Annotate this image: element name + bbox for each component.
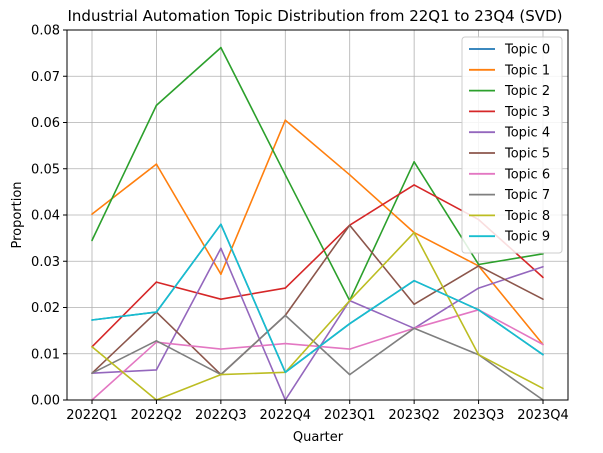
x-tick-label: 2022Q1: [66, 408, 118, 423]
data-point-topic-1: [348, 173, 351, 176]
data-point-topic-5: [477, 265, 480, 267]
y-tick-label: 0.04: [31, 209, 60, 224]
data-point-topic-2: [284, 173, 287, 176]
legend-label: Topic 4: [504, 126, 550, 141]
data-point-topic-9: [542, 353, 544, 356]
y-tick-label: 0.01: [31, 347, 60, 362]
x-axis-label: Quarter: [293, 430, 344, 445]
y-tick-label: 0.03: [31, 255, 60, 270]
legend-label: Topic 1: [504, 63, 550, 78]
data-point-topic-6: [542, 343, 544, 346]
y-tick-label: 0.05: [31, 162, 60, 177]
data-point-topic-4: [477, 287, 480, 289]
data-point-topic-1: [91, 213, 93, 215]
data-point-topic-7: [91, 372, 93, 374]
legend-label: Topic 7: [504, 188, 550, 203]
data-point-topic-3: [220, 298, 222, 300]
y-axis-ticks: 0.00 0.01 0.02 0.03 0.04 0.05 0.06 0.07 0.08: [31, 24, 67, 409]
data-point-topic-7: [348, 373, 351, 376]
series-line-topic-1: [91, 119, 544, 346]
data-point-topic-8: [413, 231, 415, 234]
x-tick-label: 2023Q1: [324, 408, 376, 423]
data-point-topic-2: [155, 104, 158, 107]
legend: Topic 0 Topic 1 Topic 2 Topic 3 Topic 4 Topic…: [461, 36, 563, 254]
data-point-topic-1: [284, 119, 287, 121]
data-point-topic-8: [477, 353, 480, 356]
data-point-topic-2: [413, 161, 415, 163]
data-point-topic-1: [220, 273, 222, 276]
data-point-topic-4: [220, 247, 222, 250]
data-point-topic-5: [413, 303, 415, 306]
chart-title: Industrial Automation Topic Distribution…: [68, 7, 563, 25]
series-line-topic-8: [91, 231, 544, 401]
data-point-topic-9: [220, 223, 222, 226]
y-tick-label: 0.02: [31, 301, 60, 316]
legend-label: Topic 3: [504, 105, 550, 120]
data-point-topic-9: [348, 322, 351, 325]
legend-label: Topic 8: [504, 209, 550, 224]
data-point-topic-2: [91, 239, 93, 242]
series-line-topic-5: [91, 224, 544, 376]
x-tick-label: 2023Q3: [453, 408, 505, 423]
data-point-topic-9: [91, 319, 93, 321]
x-tick-label: 2022Q3: [195, 408, 247, 423]
x-tick-label: 2022Q2: [131, 408, 183, 423]
data-point-topic-4: [542, 266, 544, 268]
y-tick-label: 0.08: [31, 24, 60, 39]
legend-label: Topic 9: [504, 230, 550, 245]
legend-label: Topic 2: [504, 84, 550, 99]
series-line-topic-6: [91, 308, 544, 401]
data-point-topic-1: [155, 163, 158, 165]
data-point-topic-4: [155, 369, 158, 371]
data-point-topic-8: [348, 299, 351, 302]
data-point-topic-6: [284, 342, 287, 345]
x-axis-ticks: 2022Q1 2022Q2 2022Q3 2022Q4 2023Q1 2023Q2 2023…: [66, 400, 569, 423]
series-lines: [91, 46, 544, 401]
data-point-topic-3: [413, 184, 415, 186]
data-point-topic-3: [284, 287, 287, 289]
legend-label: Topic 5: [504, 147, 550, 162]
data-point-topic-7: [284, 314, 287, 317]
x-tick-label: 2022Q4: [259, 408, 311, 423]
data-point-topic-8: [220, 373, 222, 376]
y-tick-label: 0.06: [31, 116, 60, 131]
data-point-topic-3: [542, 276, 544, 279]
y-tick-label: 0.00: [31, 394, 60, 409]
data-point-topic-5: [348, 224, 351, 226]
y-axis-label: Proportion: [10, 181, 25, 248]
data-point-topic-8: [91, 346, 93, 348]
data-point-topic-2: [477, 263, 480, 266]
data-point-topic-9: [477, 309, 480, 311]
data-point-topic-8: [542, 387, 544, 390]
data-point-topic-7: [155, 340, 158, 342]
data-point-topic-3: [155, 281, 158, 283]
data-point-topic-7: [413, 327, 415, 330]
legend-label: Topic 6: [504, 167, 550, 182]
data-point-topic-9: [284, 371, 287, 374]
data-point-topic-5: [542, 298, 544, 300]
series-line-topic-7: [91, 314, 544, 401]
data-point-topic-6: [220, 348, 222, 350]
legend-label: Topic 0: [504, 43, 550, 58]
series-line-topic-9: [91, 223, 544, 374]
y-tick-label: 0.07: [31, 70, 60, 85]
data-point-topic-9: [155, 311, 158, 313]
x-tick-label: 2023Q2: [388, 408, 440, 423]
x-tick-label: 2023Q4: [517, 408, 569, 423]
data-point-topic-6: [348, 348, 351, 350]
series-line-topic-4: [91, 247, 544, 401]
data-point-topic-2: [220, 46, 222, 49]
data-point-topic-9: [413, 279, 415, 282]
